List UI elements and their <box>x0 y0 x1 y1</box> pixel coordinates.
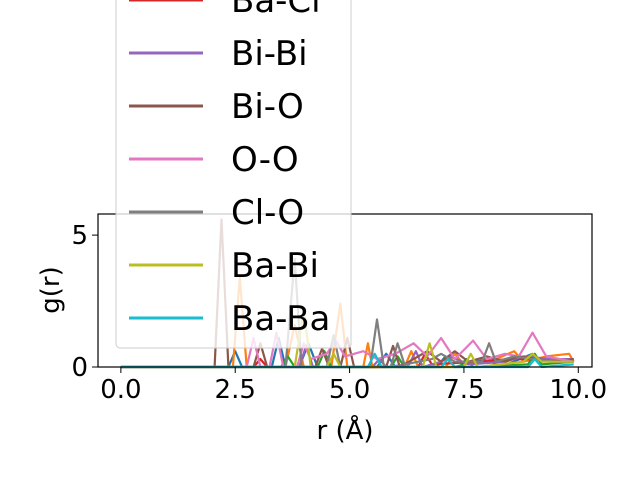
y-axis: 05 <box>71 221 98 383</box>
series-line-ba-ba <box>120 352 574 369</box>
legend-label: Bi-O <box>231 87 304 127</box>
legend-label: O-O <box>231 140 299 180</box>
legend-label: Ba-Ba <box>231 299 330 339</box>
legend-frame <box>115 0 352 349</box>
x-tick-label: 10.0 <box>549 375 607 405</box>
x-axis: 0.0 2.5 5.0 7.5 10.0 <box>100 367 607 405</box>
x-tick-label: 7.5 <box>443 375 484 405</box>
x-tick-label: 5.0 <box>329 375 370 405</box>
x-tick-label: 0.0 <box>100 375 141 405</box>
legend-label: Bi-Bi <box>231 34 308 74</box>
x-tick-label: 2.5 <box>215 375 256 405</box>
legend: Ba-Cl Bi-Bi Bi-O O-O Cl-O Ba-Bi Ba-Ba <box>115 0 352 349</box>
y-axis-label: g(r) <box>36 266 66 313</box>
legend-label: Cl-O <box>231 193 304 233</box>
series-line-o-o <box>120 331 574 369</box>
y-tick-label: 0 <box>71 353 88 383</box>
legend-label: Ba-Bi <box>231 246 319 286</box>
legend-label: Ba-Cl <box>231 0 321 21</box>
y-tick-label: 5 <box>71 221 88 251</box>
x-axis-label: r (Å) <box>316 414 373 446</box>
series-line-unlabeled-2 <box>120 350 574 369</box>
